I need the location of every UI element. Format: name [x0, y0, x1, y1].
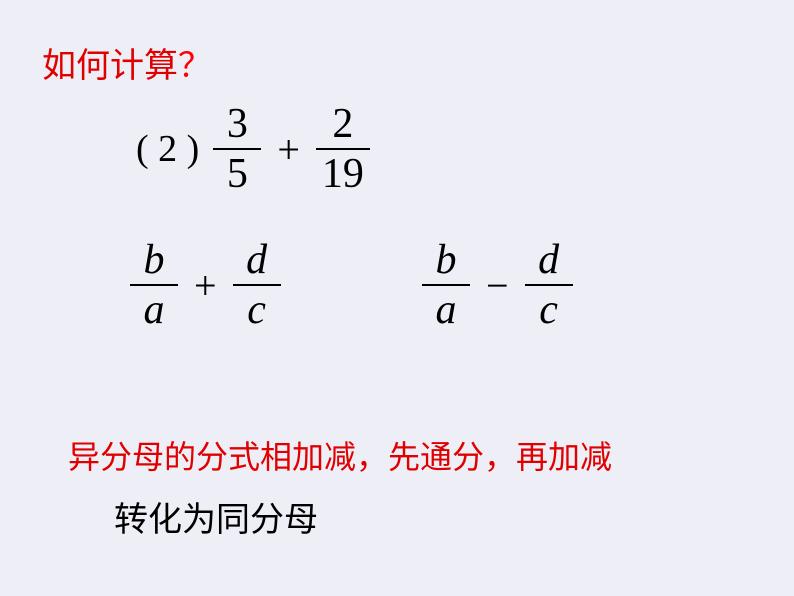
- numerator: b: [430, 238, 463, 284]
- numerator: b: [138, 238, 171, 284]
- explanation-text-2: 转化为同分母: [114, 492, 318, 541]
- equation-1: ( 2 ) 3 5 + 2 19: [136, 102, 372, 196]
- numerator: 2: [326, 102, 359, 148]
- fraction-1: b a: [422, 238, 470, 332]
- explanation-text-1: 异分母的分式相加减，先通分，再加减: [68, 432, 612, 478]
- numerator: d: [240, 238, 273, 284]
- title-text: 如何计算: [42, 48, 178, 85]
- operator-plus: +: [277, 126, 300, 173]
- equation-2: b a + d c: [128, 238, 283, 332]
- denominator: 5: [221, 150, 254, 196]
- fraction-1: 3 5: [213, 102, 261, 196]
- denominator: c: [241, 286, 272, 332]
- operator-minus: −: [486, 262, 509, 309]
- page-title: 如何计算？: [42, 38, 212, 87]
- numerator: d: [532, 238, 565, 284]
- fraction-2: d c: [233, 238, 281, 332]
- numerator: 3: [221, 102, 254, 148]
- equation-3: b a − d c: [420, 238, 575, 332]
- fraction-2: 2 19: [316, 102, 370, 196]
- operator-plus: +: [194, 262, 217, 309]
- equation-label: ( 2 ): [136, 127, 199, 171]
- denominator: c: [533, 286, 564, 332]
- title-question-mark: ？: [178, 47, 212, 85]
- fraction-1: b a: [130, 238, 178, 332]
- fraction-2: d c: [525, 238, 573, 332]
- denominator: 19: [316, 150, 370, 196]
- denominator: a: [430, 286, 463, 332]
- denominator: a: [138, 286, 171, 332]
